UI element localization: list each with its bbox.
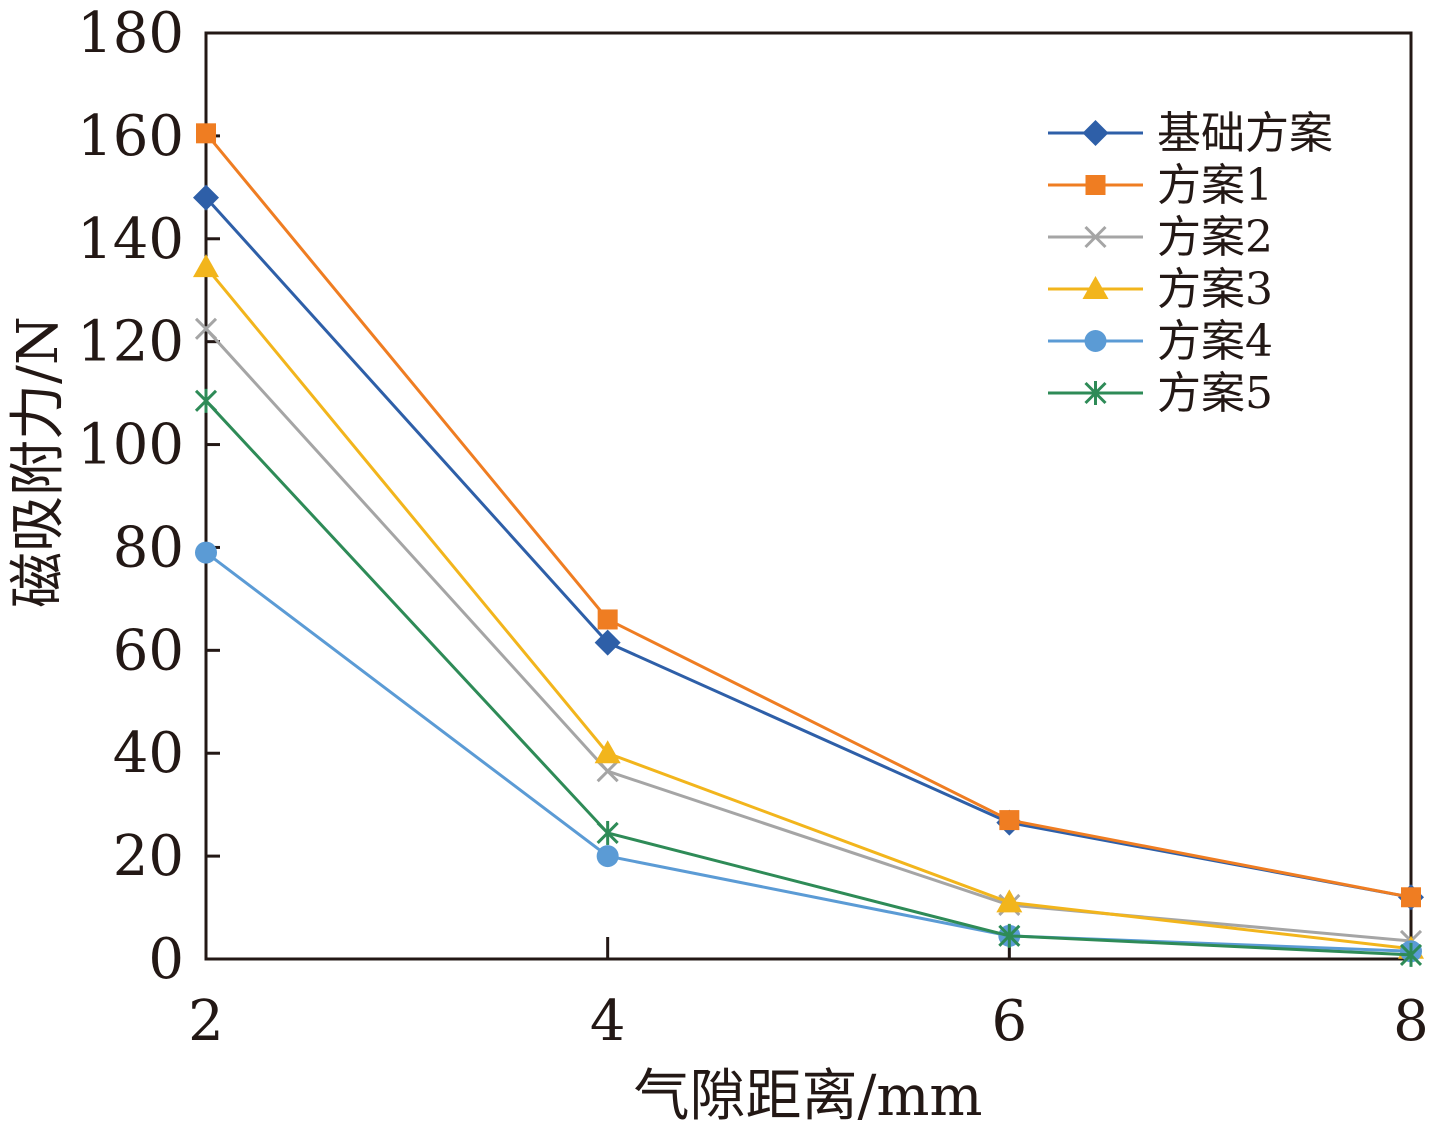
data-point-series-3	[594, 740, 621, 764]
y-tick-label: 180	[77, 1, 184, 66]
legend-marker	[1084, 381, 1107, 405]
data-point-series-3	[193, 254, 219, 278]
x-tick-label: 8	[1393, 989, 1429, 1054]
legend-marker	[1082, 120, 1109, 146]
y-tick-label: 80	[113, 515, 184, 580]
data-point-series-1	[196, 123, 216, 144]
legend-label: 方案2	[1157, 212, 1273, 263]
y-tick-label: 100	[77, 413, 184, 478]
legend-entry: 基础方案	[1048, 108, 1333, 159]
data-point-series-5	[1399, 942, 1423, 967]
series-line-4	[205, 551, 1412, 953]
data-point-series-5	[194, 388, 218, 413]
legend-marker	[1085, 175, 1106, 195]
x-tick-label: 4	[590, 989, 626, 1054]
data-point-series-4	[195, 541, 217, 564]
plot-frame	[204, 31, 1413, 961]
data-point-series-0	[594, 629, 621, 656]
data-point-series-2	[194, 317, 218, 340]
series-line-3	[204, 266, 1412, 951]
data-point-series-0	[193, 184, 219, 211]
y-tick-label: 120	[77, 310, 184, 375]
series-line-1	[204, 132, 1412, 899]
data-point-series-1	[999, 810, 1020, 831]
y-axis-title: 磁吸附力/N	[6, 316, 71, 608]
legend-label: 方案4	[1157, 316, 1273, 367]
x-axis: 2 4 6 8	[188, 937, 1429, 1054]
data-point-series-5	[998, 923, 1021, 948]
data-point-series-3	[996, 889, 1023, 913]
y-tick-label: 40	[113, 721, 184, 786]
y-tick-label: 160	[77, 104, 184, 169]
data-point-series-1	[1401, 887, 1421, 908]
y-tick-label: 0	[148, 927, 184, 992]
legend-entry: 方案2	[1048, 212, 1273, 263]
legend-marker	[1084, 225, 1107, 249]
x-tick-label: 6	[992, 989, 1028, 1054]
series-layer	[193, 123, 1424, 967]
data-point-series-4	[596, 845, 619, 868]
data-point-series-5	[596, 820, 619, 845]
legend-label: 方案3	[1157, 264, 1273, 315]
series-line-5	[204, 399, 1412, 957]
data-point-series-1	[597, 609, 618, 630]
legend-marker	[1084, 330, 1107, 352]
legend-label: 基础方案	[1157, 108, 1333, 159]
y-tick-label: 20	[113, 824, 184, 889]
y-tick-label: 60	[113, 618, 184, 683]
data-point-series-2	[596, 760, 619, 783]
legend-entry: 方案5	[1048, 368, 1273, 419]
legend-marker	[1082, 276, 1109, 299]
series-line-2	[204, 327, 1412, 943]
y-axis: 0 20 40 60 80 100 120 140 160 180	[77, 1, 220, 992]
x-axis-title: 气隙距离/mm	[633, 1064, 982, 1129]
legend-entry: 方案3	[1048, 264, 1273, 315]
legend-label: 方案5	[1157, 368, 1273, 419]
legend-label: 方案1	[1157, 160, 1273, 211]
y-tick-label: 140	[77, 207, 184, 272]
legend-entry: 方案4	[1048, 316, 1273, 367]
legend-entry: 方案1	[1048, 160, 1273, 211]
x-tick-label: 2	[188, 989, 224, 1054]
